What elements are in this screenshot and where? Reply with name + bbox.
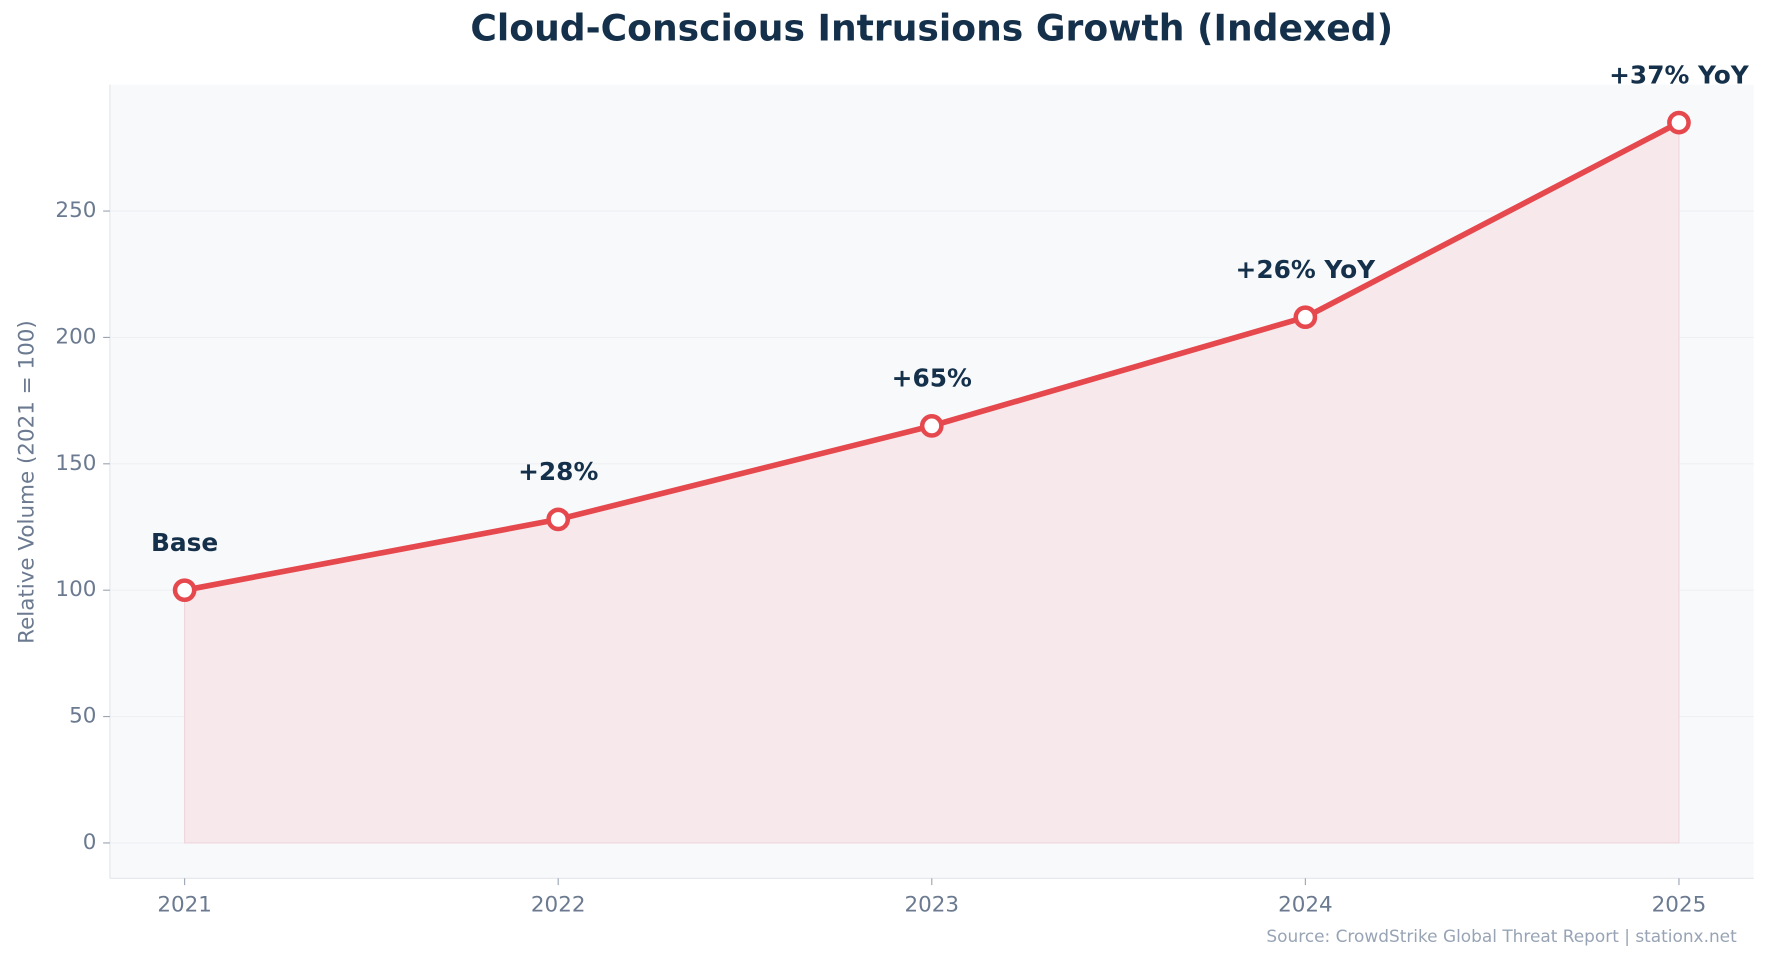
annotation: +26% YoY bbox=[1236, 255, 1377, 284]
annotation: +28% bbox=[518, 457, 598, 486]
y-tick-label: 250 bbox=[55, 198, 96, 223]
annotation: +37% YoY bbox=[1609, 60, 1750, 89]
source-note: Source: CrowdStrike Global Threat Report… bbox=[1266, 926, 1737, 946]
y-tick-label: 150 bbox=[55, 451, 96, 476]
x-tick-label: 2023 bbox=[905, 892, 960, 917]
y-tick-label: 200 bbox=[55, 324, 96, 349]
x-tick-label: 2022 bbox=[531, 892, 586, 917]
marker bbox=[172, 578, 197, 603]
x-tick-label: 2021 bbox=[157, 892, 212, 917]
annotation: +65% bbox=[892, 364, 972, 393]
y-tick-label: 0 bbox=[83, 830, 97, 855]
chart-title: Cloud-Conscious Intrusions Growth (Index… bbox=[470, 6, 1393, 49]
y-tick-label: 50 bbox=[69, 704, 96, 729]
x-tick-label: 2025 bbox=[1652, 892, 1707, 917]
y-axis-label: Relative Volume (2021 = 100) bbox=[14, 320, 39, 644]
marker bbox=[546, 507, 571, 532]
x-tick-label: 2024 bbox=[1278, 892, 1333, 917]
marker bbox=[1293, 305, 1318, 330]
marker bbox=[919, 414, 944, 438]
annotation: Base bbox=[151, 528, 218, 557]
marker bbox=[1667, 110, 1691, 135]
y-tick-label: 100 bbox=[55, 577, 96, 602]
